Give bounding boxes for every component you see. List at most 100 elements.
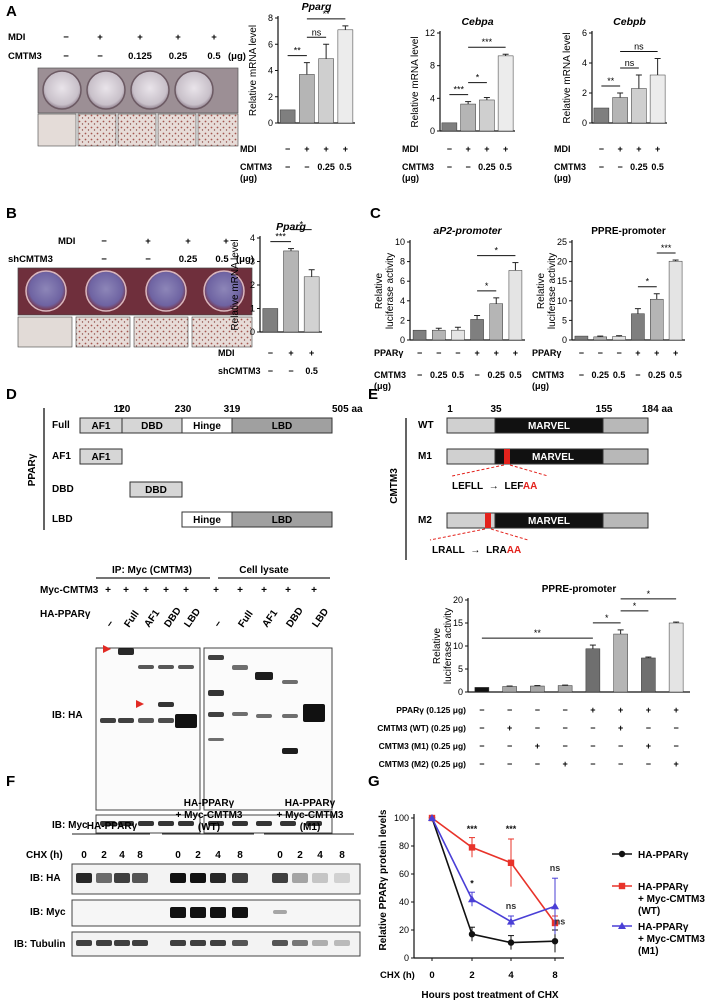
group-header: HA-PPARγ + Myc-CMTM3 (M1): [277, 798, 344, 833]
condition-label: CMTM3: [8, 51, 42, 62]
domain-label: DBD: [145, 485, 167, 496]
condition-value: −: [447, 144, 452, 154]
y-tick-label: 60: [399, 869, 409, 879]
condition-label: shCMTM3: [218, 366, 261, 376]
data-point: [507, 939, 515, 946]
lane-label: −: [104, 618, 116, 629]
lane-value: +: [143, 585, 149, 596]
condition-value: +: [503, 144, 508, 154]
significance-label: ***: [275, 232, 286, 242]
y-tick-label: 15: [557, 276, 567, 286]
bar: [613, 633, 628, 693]
blot-band: [190, 907, 206, 918]
condition-value: +: [323, 144, 328, 154]
data-point: [551, 902, 559, 910]
bar: [585, 648, 601, 693]
condition-value: −: [479, 741, 484, 751]
panel-label-d: D: [6, 386, 17, 403]
condition-value: +: [223, 236, 229, 247]
condition-label: MDI: [402, 144, 419, 154]
condition-value: +: [309, 348, 314, 358]
legend-label: HA-PPARγ: [638, 850, 689, 861]
lane-label: AF1: [260, 608, 280, 630]
panel-label-g: G: [368, 773, 380, 790]
condition-value: −: [562, 741, 567, 751]
domain-label: MARVEL: [528, 421, 570, 432]
bar: [279, 109, 296, 124]
condition-value: +: [484, 144, 489, 154]
position-label: 120: [114, 404, 131, 415]
y-tick-label: 2: [250, 280, 255, 290]
group-header: HA-PPARγ: [87, 821, 138, 832]
condition-value: −: [417, 348, 422, 358]
domain-label: DBD: [141, 421, 163, 432]
data-point: [468, 844, 476, 851]
blot-band: [232, 665, 248, 670]
y-tick-label: 80: [399, 841, 409, 851]
lane-label: LBD: [310, 607, 331, 630]
position-label: 319: [224, 404, 241, 415]
condition-value: −: [479, 759, 484, 769]
construct-name: LBD: [52, 514, 73, 525]
condition-value: −: [535, 759, 540, 769]
bar: [649, 74, 666, 124]
significance-label: **: [607, 76, 615, 86]
series-line: [431, 817, 556, 924]
row-label: HA-PPARγ: [40, 609, 91, 620]
panel-f-blot: HA-PPARγ HA-PPARγ + Myc-CMTM3 (WT) HA-PPAR…: [14, 798, 361, 957]
panel-label-e: E: [368, 386, 378, 403]
group-label: PPARγ: [27, 453, 38, 486]
lane-label: AF1: [142, 608, 162, 630]
condition-value: −: [447, 162, 452, 172]
bar: [612, 336, 626, 341]
lane-value: +: [285, 585, 291, 596]
significance-label: **: [323, 9, 331, 19]
chart-title: Cebpa: [461, 16, 493, 28]
position-label: 155: [596, 404, 613, 415]
bar: [574, 335, 589, 341]
y-axis-label: Relativeluciferase activity: [536, 253, 558, 329]
condition-value: −: [646, 759, 651, 769]
condition-value: −: [97, 51, 103, 62]
position-label: 184 aa: [642, 404, 673, 415]
blot-band: [303, 704, 325, 722]
condition-label: CMTM3 (M2) (0.25 μg): [379, 759, 467, 769]
domain-label: Hinge: [193, 421, 221, 432]
blot-band: [96, 940, 112, 946]
condition-value: +: [288, 348, 293, 358]
significance-label: *: [646, 277, 650, 287]
condition-value: −: [474, 370, 479, 380]
condition-value: +: [590, 705, 595, 715]
blot-band: [312, 940, 328, 946]
condition-value: −: [507, 741, 512, 751]
y-tick-label: 10: [557, 296, 567, 306]
condition-value: 0.5: [651, 162, 664, 172]
position-label: 1: [447, 404, 453, 415]
condition-value: 0.25: [487, 370, 505, 380]
significance-label: *: [647, 589, 651, 599]
blot-band: [282, 714, 298, 718]
chart-title: Pparg: [302, 1, 332, 13]
significance-label: ns: [312, 27, 322, 37]
condition-value: +: [97, 32, 103, 43]
condition-value: −: [63, 32, 69, 43]
data-point: [468, 931, 476, 938]
y-tick-label: 4: [268, 66, 273, 76]
timepoint-label: 4: [317, 850, 323, 861]
condition-value: +: [673, 705, 678, 715]
condition-value: 0.5: [499, 162, 512, 172]
y-tick-label: 3: [250, 257, 255, 267]
domain-label: Hinge: [193, 515, 221, 526]
blot-band: [232, 907, 248, 918]
blot-band: [100, 821, 116, 826]
chart-c-ap2: aP2-promoter 0 2 4 6 8 10 Relativeluciferase ac…: [374, 225, 525, 391]
blot-label: IB: HA: [52, 710, 83, 721]
y-tick-label: 1: [250, 304, 255, 314]
condition-value: +: [137, 32, 143, 43]
bar: [460, 103, 476, 132]
condition-value: +: [465, 144, 470, 154]
blot-band: [272, 873, 288, 883]
significance-label: ns: [555, 916, 566, 926]
condition-label: CMTM3 (μg): [240, 162, 272, 183]
